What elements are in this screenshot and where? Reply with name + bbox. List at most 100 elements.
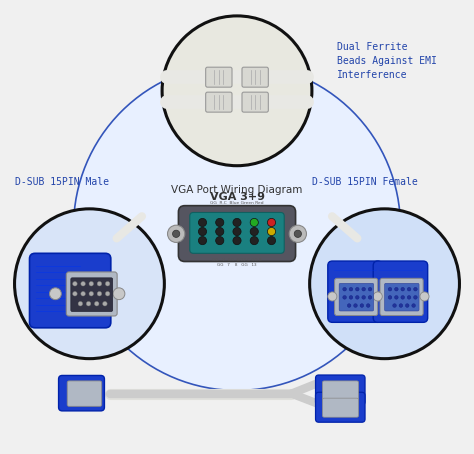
Circle shape — [405, 304, 409, 307]
Circle shape — [401, 296, 404, 299]
Circle shape — [362, 296, 365, 299]
Circle shape — [399, 304, 403, 307]
Circle shape — [394, 287, 398, 291]
Circle shape — [393, 304, 396, 307]
Circle shape — [343, 296, 346, 299]
Circle shape — [289, 225, 307, 242]
FancyBboxPatch shape — [71, 278, 113, 311]
Circle shape — [173, 230, 180, 237]
Circle shape — [328, 292, 337, 301]
FancyBboxPatch shape — [59, 375, 104, 411]
FancyBboxPatch shape — [316, 375, 365, 405]
Circle shape — [349, 296, 353, 299]
FancyBboxPatch shape — [335, 278, 378, 316]
Text: D-SUB 15PIN Male: D-SUB 15PIN Male — [15, 177, 109, 187]
Circle shape — [199, 237, 207, 245]
Circle shape — [294, 230, 301, 237]
Circle shape — [250, 237, 258, 245]
Circle shape — [78, 301, 82, 306]
Circle shape — [360, 304, 364, 307]
Text: GG  -V  GG  6/22 C GG 8: GG -V GG 6/22 C GG 8 — [212, 258, 262, 262]
Circle shape — [267, 227, 275, 236]
Circle shape — [199, 218, 207, 227]
Circle shape — [356, 296, 359, 299]
Circle shape — [162, 16, 312, 166]
Circle shape — [407, 296, 411, 299]
Circle shape — [233, 218, 241, 227]
Circle shape — [373, 292, 382, 301]
Circle shape — [216, 237, 224, 245]
FancyBboxPatch shape — [322, 398, 359, 417]
Circle shape — [401, 287, 404, 291]
FancyBboxPatch shape — [29, 253, 111, 328]
Circle shape — [349, 287, 353, 291]
FancyBboxPatch shape — [322, 381, 359, 400]
Circle shape — [388, 296, 392, 299]
Circle shape — [73, 291, 77, 296]
Circle shape — [216, 227, 224, 236]
FancyBboxPatch shape — [67, 381, 102, 406]
Circle shape — [407, 287, 411, 291]
Circle shape — [89, 291, 93, 296]
FancyBboxPatch shape — [206, 67, 232, 87]
Circle shape — [354, 304, 357, 307]
Circle shape — [310, 209, 459, 359]
Circle shape — [113, 288, 125, 300]
FancyBboxPatch shape — [373, 261, 428, 322]
Circle shape — [412, 304, 415, 307]
Circle shape — [81, 291, 85, 296]
FancyBboxPatch shape — [384, 283, 419, 311]
Circle shape — [343, 287, 346, 291]
FancyBboxPatch shape — [316, 392, 365, 422]
FancyBboxPatch shape — [206, 92, 232, 112]
Text: GG  R.C  Blue Green Red: GG R.C Blue Green Red — [210, 201, 264, 205]
Circle shape — [414, 296, 417, 299]
Circle shape — [97, 281, 102, 286]
FancyBboxPatch shape — [190, 212, 284, 253]
FancyBboxPatch shape — [178, 206, 296, 262]
Circle shape — [267, 218, 275, 227]
Circle shape — [368, 287, 372, 291]
Circle shape — [81, 281, 85, 286]
FancyBboxPatch shape — [339, 283, 374, 311]
Circle shape — [216, 218, 224, 227]
Circle shape — [394, 296, 398, 299]
Circle shape — [89, 281, 93, 286]
Circle shape — [347, 304, 351, 307]
Text: Dual Ferrite
Beads Against EMI
Interference: Dual Ferrite Beads Against EMI Interfere… — [337, 42, 437, 80]
Text: D-SUB 15PIN Female: D-SUB 15PIN Female — [312, 177, 418, 187]
Circle shape — [105, 281, 110, 286]
Circle shape — [73, 64, 401, 390]
FancyBboxPatch shape — [66, 272, 117, 316]
Circle shape — [374, 292, 383, 301]
Circle shape — [233, 237, 241, 245]
Circle shape — [368, 296, 372, 299]
Circle shape — [366, 304, 370, 307]
Circle shape — [94, 301, 99, 306]
Circle shape — [420, 292, 429, 301]
Circle shape — [49, 288, 61, 300]
Circle shape — [356, 287, 359, 291]
Circle shape — [73, 281, 77, 286]
Circle shape — [267, 237, 275, 245]
Text: VGA 3+9: VGA 3+9 — [210, 192, 264, 202]
Circle shape — [199, 227, 207, 236]
Circle shape — [414, 287, 417, 291]
FancyBboxPatch shape — [242, 92, 268, 112]
Circle shape — [250, 227, 258, 236]
FancyBboxPatch shape — [328, 261, 382, 322]
Circle shape — [233, 227, 241, 236]
Text: GG   7    8   GG   13: GG 7 8 GG 13 — [217, 263, 257, 267]
Circle shape — [97, 291, 102, 296]
Circle shape — [388, 287, 392, 291]
Circle shape — [86, 301, 91, 306]
Circle shape — [105, 291, 110, 296]
Circle shape — [15, 209, 164, 359]
FancyBboxPatch shape — [242, 67, 268, 87]
FancyBboxPatch shape — [380, 278, 423, 316]
Circle shape — [250, 218, 258, 227]
Text: VGA Port Wiring Diagram: VGA Port Wiring Diagram — [171, 185, 303, 195]
Circle shape — [362, 287, 365, 291]
Circle shape — [167, 225, 185, 242]
Circle shape — [102, 301, 107, 306]
